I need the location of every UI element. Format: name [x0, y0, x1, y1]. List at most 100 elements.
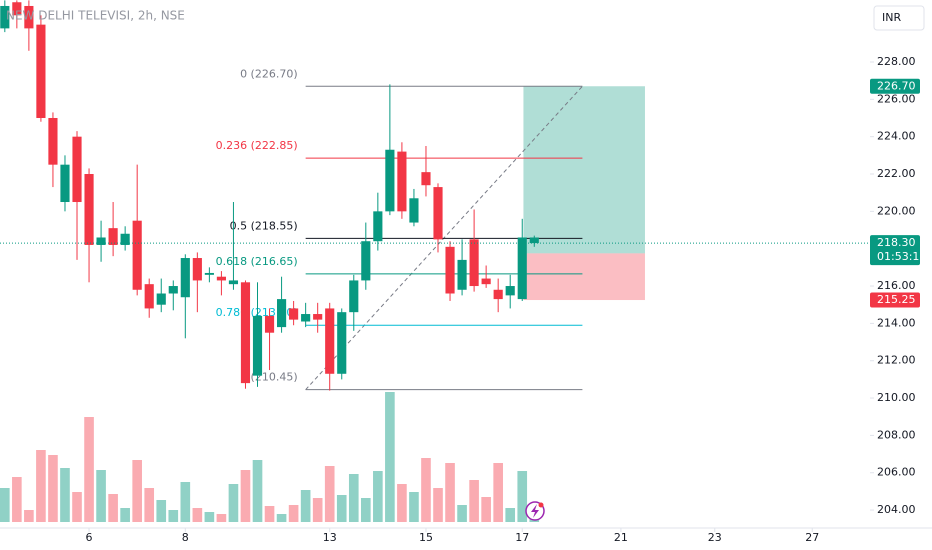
volume-bar: [72, 492, 82, 522]
candle-body: [168, 286, 178, 294]
candle-body: [277, 299, 287, 328]
y-tick-label: 224.00: [877, 130, 916, 143]
price-label: 226.70: [877, 79, 916, 92]
candle-body: [397, 151, 407, 212]
candle-body: [204, 272, 214, 275]
volume-bar: [120, 508, 130, 522]
candle-body: [72, 136, 82, 203]
candle-body: [228, 280, 239, 285]
candle-body: [216, 276, 226, 281]
candle-body: [48, 117, 58, 165]
x-tick-label: 6: [86, 531, 93, 544]
volume-bar: [373, 471, 383, 522]
volume-bar: [360, 498, 371, 522]
candle-body: [469, 239, 479, 287]
x-tick-label: 17: [515, 531, 529, 544]
x-tick-label: 23: [708, 531, 722, 544]
candle-body: [264, 315, 275, 333]
countdown: 01:53:10: [877, 250, 926, 263]
volume-bar: [12, 477, 22, 522]
volume-bar: [132, 460, 142, 522]
volume-bar: [168, 510, 179, 522]
y-tick-label: 220.00: [877, 204, 916, 217]
volume-bar: [84, 417, 94, 522]
candle-body: [457, 259, 467, 290]
x-tick-label: 27: [805, 531, 819, 544]
y-tick-label: 204.00: [877, 503, 916, 516]
price-label-bg: [870, 78, 920, 94]
volume-bar: [96, 470, 106, 522]
candle-body: [505, 286, 515, 296]
candle-body: [192, 258, 202, 281]
position-profit: [523, 86, 645, 254]
fib-label: 0.5 (218.55): [230, 219, 298, 232]
x-tick-label: 15: [419, 531, 433, 544]
volume-bar: [481, 497, 491, 522]
volume-bar: [240, 470, 251, 522]
candle-body: [108, 228, 118, 245]
y-tick-label: 226.00: [877, 92, 916, 105]
lightning-icon[interactable]: [525, 501, 545, 521]
volume-bar: [48, 455, 58, 522]
candle-body: [517, 237, 527, 300]
fib-label: 0 (226.70): [240, 67, 298, 80]
candle-body: [313, 314, 323, 320]
candle-body: [252, 315, 263, 376]
candle-body: [337, 312, 347, 374]
candle-body: [301, 314, 311, 322]
candle-body: [445, 246, 455, 294]
y-tick-label: 214.00: [877, 316, 916, 329]
candle-body: [409, 198, 419, 223]
candle-body: [156, 293, 166, 305]
candle-body: [373, 211, 383, 242]
plot: 0 (226.70) 0.236 (222.85) 0.5 (218.55) 0.61…: [0, 0, 870, 522]
volume-bar: [156, 500, 167, 522]
volume-bar: [469, 480, 479, 522]
candle-body: [325, 308, 335, 374]
volume-bar: [144, 488, 155, 522]
position-loss: [523, 253, 645, 301]
currency[interactable]: INR: [882, 11, 901, 24]
candle-body: [421, 172, 431, 186]
volume-bar: [324, 466, 335, 522]
volume-bar: [36, 450, 46, 522]
volume-bar: [433, 488, 443, 522]
chart-title: NEW DELHI TELEVISI, 2h, NSE: [6, 9, 185, 23]
price-label: 215.25: [877, 293, 916, 306]
y-tick-label: 212.00: [877, 354, 916, 367]
x-tick-label: 13: [323, 531, 337, 544]
current-price-bg: [870, 235, 920, 266]
volume-bar: [445, 463, 455, 522]
volume-bar: [312, 498, 323, 522]
volume-bar: [348, 474, 359, 522]
candle-body: [144, 284, 154, 309]
y-tick-label: 206.00: [877, 466, 916, 479]
volume-bar: [192, 508, 203, 522]
volume-bar: [228, 484, 239, 522]
y-tick-label: 208.00: [877, 428, 916, 441]
volume-bar: [24, 510, 34, 522]
volume-bar: [108, 494, 118, 522]
candle-body: [361, 241, 371, 281]
volume-bar: [216, 514, 227, 522]
volume-bar: [493, 463, 503, 522]
candle-body: [132, 220, 142, 290]
y-tick-label: 216.00: [877, 279, 916, 292]
candle-body: [84, 174, 94, 245]
currency-box[interactable]: [873, 5, 925, 31]
candle-body: [120, 233, 130, 245]
volume-bar: [300, 490, 311, 522]
current-price-label: 218.30: [877, 236, 916, 249]
candle-body: [24, 5, 34, 29]
candle-body: [96, 237, 106, 245]
candle-body: [529, 237, 539, 244]
volume-bar: [336, 495, 347, 522]
volume-bar: [517, 471, 528, 522]
candle-body: [493, 289, 503, 300]
volume-bar: [397, 484, 407, 522]
volume-bar: [180, 482, 191, 522]
x-tick-label: 8: [182, 531, 189, 544]
fib-label: 0.236 (222.85): [216, 139, 298, 152]
volume-bar: [421, 458, 431, 522]
